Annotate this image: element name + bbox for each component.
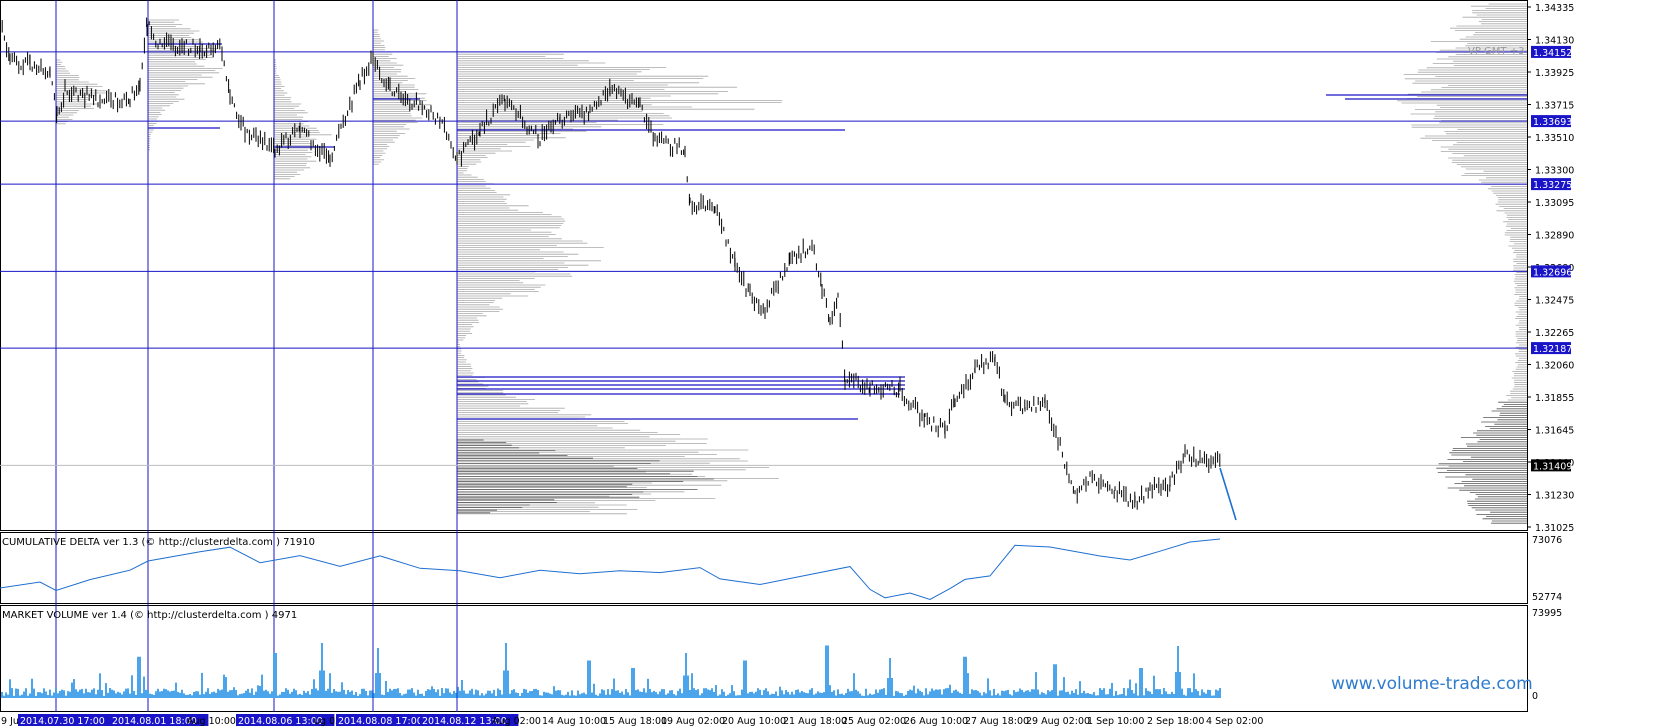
price-tick-label: 1.31855 bbox=[1535, 393, 1574, 404]
time-label-highlight bbox=[420, 714, 519, 726]
time-label-highlight bbox=[236, 714, 335, 726]
price-tick-label: 1.32475 bbox=[1535, 296, 1574, 307]
level-tag-label: 1.32696 bbox=[1533, 267, 1572, 278]
time-axis-label: 9 Jul bbox=[1, 716, 22, 727]
delta-panel-title: CUMULATIVE DELTA ver 1.3 (© http://clust… bbox=[2, 537, 315, 548]
time-axis-label: 2014.08.08 17:00 bbox=[338, 716, 423, 727]
time-axis-label: ug 02 bbox=[314, 716, 341, 727]
time-axis-label: Aug 10:00 bbox=[187, 716, 236, 727]
price-tick-label: 1.33510 bbox=[1535, 133, 1574, 144]
price-tick-label: 1.32890 bbox=[1535, 231, 1574, 242]
level-tag-box bbox=[1531, 115, 1571, 128]
price-tick-label: 1.31230 bbox=[1535, 491, 1574, 502]
delta-tick-bottom: 52774 bbox=[1532, 592, 1562, 603]
time-axis-label: Aug 02:00 bbox=[492, 716, 541, 727]
price-tick-label: 1.33095 bbox=[1535, 198, 1574, 209]
level-tags: 1.34152 1.33693 1.33275 1.32696 1.32187 1.314… bbox=[1531, 45, 1572, 472]
volume-panel-title: MARKET VOLUME ver 1.4 (© http://clusterd… bbox=[2, 610, 297, 621]
cumulative-delta-series bbox=[0, 538, 1221, 601]
level-tag-label: 1.33693 bbox=[1533, 117, 1572, 128]
price-tick-label: 1.33925 bbox=[1535, 68, 1574, 79]
time-axis-label: 2014.08.12 13:00 bbox=[422, 716, 507, 727]
volume-tick-bottom: 0 bbox=[1532, 691, 1538, 702]
delta-panel[interactable] bbox=[0, 532, 1528, 604]
watermark-link[interactable]: www.volume-trade.com bbox=[1331, 674, 1533, 694]
price-tick-label: 1.31645 bbox=[1535, 426, 1574, 437]
time-axis-label: 26 Aug 10:00 bbox=[904, 716, 968, 727]
time-axis-label: 2014.08.01 18:00 bbox=[112, 716, 197, 727]
price-tick-label: 1.33715 bbox=[1535, 101, 1574, 112]
price-panel[interactable] bbox=[0, 0, 1528, 531]
vp-timezone-label: VP GMT +3 bbox=[1468, 46, 1524, 57]
price-tick-label: 1.33300 bbox=[1535, 166, 1574, 177]
time-axis-label: 21 Aug 18:00 bbox=[783, 716, 847, 727]
session-separators bbox=[55, 0, 458, 712]
time-label-highlight bbox=[110, 714, 209, 726]
level-tag-label: 1.34152 bbox=[1533, 48, 1572, 59]
time-axis-label: 29 Aug 02:00 bbox=[1026, 716, 1090, 727]
time-axis-label: 2014.07.30 17:00 bbox=[20, 716, 105, 727]
time-axis-label: 19 Aug 02:00 bbox=[661, 716, 725, 727]
price-tick-label: 1.32265 bbox=[1535, 328, 1574, 339]
volume-profiles bbox=[56, 3, 1527, 524]
level-tag-box bbox=[1531, 265, 1571, 278]
time-axis-label: 2 Sep 18:00 bbox=[1147, 716, 1204, 727]
level-tag-label: 1.32187 bbox=[1533, 344, 1572, 355]
level-tag-label: 1.33275 bbox=[1533, 180, 1572, 191]
level-tag-box bbox=[1531, 178, 1571, 191]
time-axis-label: 14 Aug 10:00 bbox=[542, 716, 606, 727]
time-label-highlight bbox=[336, 714, 435, 726]
time-label-highlight bbox=[18, 714, 117, 726]
time-axis-label: 15 Aug 18:00 bbox=[603, 716, 667, 727]
price-bars bbox=[0, 9, 1237, 521]
price-tick-label: 1.31025 bbox=[1535, 523, 1574, 534]
volume-tick-top: 73995 bbox=[1532, 608, 1562, 619]
projection-line bbox=[1219, 467, 1237, 521]
price-tick-label: 1.32060 bbox=[1535, 361, 1574, 372]
current-price-tag-box bbox=[1531, 459, 1571, 472]
time-axis-label: 25 Aug 02:00 bbox=[842, 716, 906, 727]
current-price-tag-label: 1.31409 bbox=[1533, 461, 1572, 472]
time-axis-label: 27 Aug 18:00 bbox=[965, 716, 1029, 727]
time-axis-label: 2014.08.06 13:00 bbox=[238, 716, 323, 727]
delta-tick-top: 73076 bbox=[1532, 535, 1562, 546]
level-lines bbox=[0, 51, 1527, 466]
market-volume-series bbox=[1, 643, 1221, 698]
time-axis-label: 4 Sep 02:00 bbox=[1206, 716, 1263, 727]
price-tick-label: 1.34130 bbox=[1535, 36, 1574, 47]
price-tick-label: 1.34335 bbox=[1535, 3, 1574, 14]
level-tag-box bbox=[1531, 45, 1571, 58]
time-axis-label: 20 Aug 10:00 bbox=[722, 716, 786, 727]
time-axis-label: 1 Sep 10:00 bbox=[1087, 716, 1144, 727]
delta-line bbox=[0, 538, 1221, 601]
level-tag-box bbox=[1531, 342, 1571, 355]
